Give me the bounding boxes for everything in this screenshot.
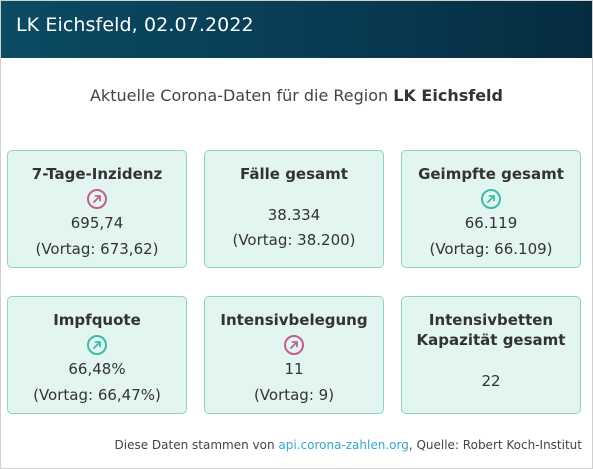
card-value: 66.119 xyxy=(464,214,518,232)
card-title: 7-Tage-Inzidenz xyxy=(31,165,163,183)
subtitle-prefix: Aktuelle Corona-Daten für die Region xyxy=(89,86,394,105)
card-7-tage-inzidenz: 7-Tage-Inzidenz 695,74 (Vortag: 673,62) xyxy=(7,150,187,268)
card-previous: (Vortag: 673,62) xyxy=(35,240,159,258)
card-value: 695,74 xyxy=(70,214,124,232)
trend-up-icon xyxy=(87,335,107,355)
card-value: 38.334 xyxy=(267,206,321,224)
card-value: 66,48% xyxy=(68,360,126,378)
card-title: Geimpfte gesamt xyxy=(418,165,564,183)
footer-text: Diese Daten stammen von xyxy=(114,438,279,452)
card-title: Fälle gesamt xyxy=(240,165,348,183)
card-previous: (Vortag: 9) xyxy=(253,386,335,404)
card-title: Impfquote xyxy=(53,311,141,329)
page-title: LK Eichsfeld, 02.07.2022 xyxy=(16,14,254,36)
card-title-line: Kapazität gesamt xyxy=(416,331,566,349)
subtitle-region: LK Eichsfeld xyxy=(393,86,503,105)
card-title-line: Intensivbetten xyxy=(428,311,554,329)
region-subtitle: Aktuelle Corona-Daten für die Region LK … xyxy=(1,86,592,105)
card-geimpfte-gesamt: Geimpfte gesamt 66.119 (Vortag: 66.109) xyxy=(401,150,581,268)
card-value: 22 xyxy=(481,372,501,390)
card-intensivbetten-kapazitaet: Intensivbetten Kapazität gesamt 22 xyxy=(401,296,581,414)
card-intensivbelegung: Intensivbelegung 11 (Vortag: 9) xyxy=(204,296,384,414)
footer-text: , Quelle: Robert Koch-Institut xyxy=(408,438,582,452)
trend-up-icon xyxy=(284,335,304,355)
card-title: Intensivbetten Kapazität gesamt xyxy=(402,310,580,350)
card-value: 11 xyxy=(284,360,304,378)
api-source-link[interactable]: api.corona-zahlen.org xyxy=(278,438,409,452)
card-previous: (Vortag: 66,47%) xyxy=(33,386,161,404)
card-faelle-gesamt: Fälle gesamt 38.334 (Vortag: 38.200) xyxy=(204,150,384,268)
card-previous: (Vortag: 38.200) xyxy=(232,231,356,249)
trend-up-icon xyxy=(481,189,501,209)
header-bar: LK Eichsfeld, 02.07.2022 xyxy=(1,1,592,58)
trend-up-icon xyxy=(87,189,107,209)
card-previous: (Vortag: 66.109) xyxy=(429,240,553,258)
source-footer: Diese Daten stammen von api.corona-zahle… xyxy=(115,438,582,452)
card-impfquote: Impfquote 66,48% (Vortag: 66,47%) xyxy=(7,296,187,414)
card-title: Intensivbelegung xyxy=(220,311,368,329)
